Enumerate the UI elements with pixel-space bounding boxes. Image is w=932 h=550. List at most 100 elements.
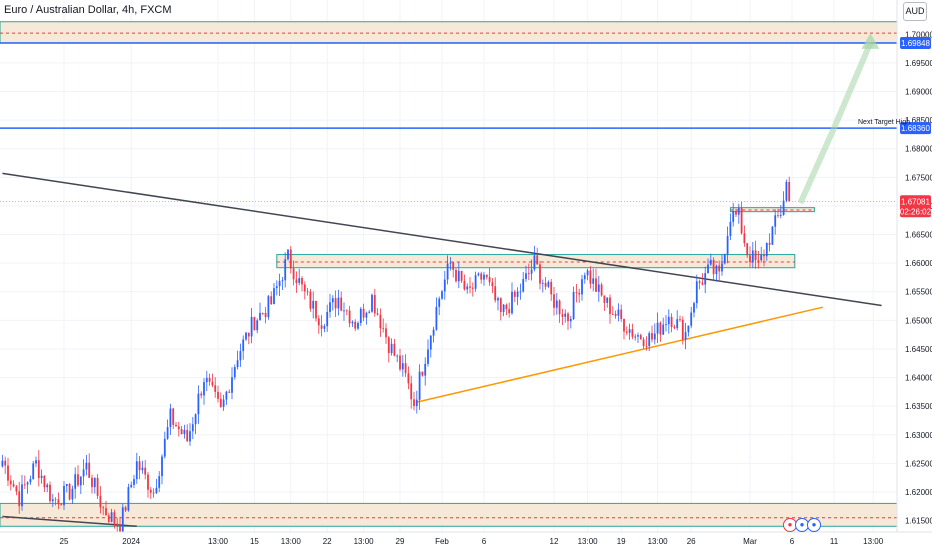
economic-event-icon[interactable]: ● xyxy=(807,518,821,532)
candle-body xyxy=(29,479,32,483)
candle-body xyxy=(424,363,427,376)
candle-body xyxy=(541,282,544,284)
event-icons[interactable]: ● ● ● xyxy=(783,518,821,532)
candle-body xyxy=(281,280,284,281)
candle-body xyxy=(37,460,40,479)
time-tick-label: 13:00 xyxy=(208,537,229,546)
candle-body xyxy=(788,181,791,202)
projection-path xyxy=(797,41,874,205)
candle-body xyxy=(261,312,264,314)
candle-body xyxy=(326,311,329,327)
candle-body xyxy=(586,270,589,276)
candle-body xyxy=(471,287,474,289)
candle-body xyxy=(704,273,707,285)
candle-body xyxy=(15,486,18,492)
candle-body xyxy=(401,363,404,370)
candle-body xyxy=(250,316,253,337)
candle-body xyxy=(135,461,138,480)
candle-body xyxy=(581,279,583,295)
candle-body xyxy=(278,280,281,287)
candle-body xyxy=(385,328,387,338)
candle-body xyxy=(653,333,656,340)
price-tick-label: 1.68500 xyxy=(905,116,932,125)
last-price-box xyxy=(900,195,931,218)
candle-body xyxy=(572,292,575,319)
candle-body xyxy=(452,262,455,270)
candle-body xyxy=(343,310,345,312)
candle-body xyxy=(85,462,88,470)
candle-body xyxy=(435,306,438,330)
descending-resistance-line xyxy=(2,172,882,307)
candle-body xyxy=(211,381,214,386)
candle-body xyxy=(12,484,15,487)
currency-button[interactable]: AUD xyxy=(903,2,927,21)
price-tick-label: 1.66500 xyxy=(905,231,932,240)
time-axis-background xyxy=(0,532,932,550)
supply-demand-zone xyxy=(0,502,898,527)
time-tick-label: 12 xyxy=(550,537,559,546)
candle-body xyxy=(413,399,415,407)
candle-body xyxy=(40,475,43,479)
candle-body xyxy=(390,343,393,354)
candle-body xyxy=(639,335,642,340)
candle-body xyxy=(455,269,457,282)
candle-body xyxy=(180,429,183,435)
candle-body xyxy=(463,280,466,290)
candle-body xyxy=(144,467,147,475)
candle-body xyxy=(656,322,659,334)
candle-body xyxy=(357,322,359,329)
candle-body xyxy=(270,296,273,305)
candle-body xyxy=(317,318,320,326)
candle-body xyxy=(555,300,558,308)
candle-body xyxy=(723,254,726,264)
candle-body xyxy=(163,438,166,457)
candle-body xyxy=(124,507,127,511)
candle-body xyxy=(606,297,609,303)
candle-body xyxy=(228,391,231,393)
last-price-text: 1.67081 xyxy=(901,197,930,206)
time-tick-label: 22 xyxy=(323,537,332,546)
candle-body xyxy=(662,324,665,335)
candle-body xyxy=(93,477,96,488)
candle-body xyxy=(312,300,315,309)
candle-body xyxy=(600,284,603,296)
target-annotation: Next Target High xyxy=(858,119,910,126)
candle-body xyxy=(149,489,152,493)
candle-body xyxy=(777,215,779,217)
price-tick-label: 1.65000 xyxy=(905,316,932,325)
candle-body xyxy=(628,329,631,333)
time-tick-label: 13:00 xyxy=(281,537,302,546)
time-tick-label: 19 xyxy=(617,537,626,546)
candle-body xyxy=(614,313,617,316)
candle-body xyxy=(96,477,99,496)
price-tick-label: 1.64500 xyxy=(905,345,932,354)
economic-event-icon[interactable]: ● xyxy=(783,518,797,532)
candles xyxy=(1,176,791,536)
candle-body xyxy=(597,284,600,292)
candle-body xyxy=(329,302,331,312)
candle-body xyxy=(161,456,163,477)
candle-body xyxy=(589,270,592,284)
candle-body xyxy=(466,286,469,290)
candle-body xyxy=(418,371,421,400)
candle-body xyxy=(158,476,161,488)
candle-body xyxy=(169,408,172,428)
candle-body xyxy=(35,460,37,464)
candle-body xyxy=(107,515,110,522)
economic-event-icon[interactable]: ● xyxy=(795,518,809,532)
candle-body xyxy=(141,467,144,471)
candle-body xyxy=(740,208,743,234)
candle-body xyxy=(729,221,732,237)
candle-body xyxy=(119,526,121,535)
candle-body xyxy=(558,300,561,315)
candle-body xyxy=(651,333,653,340)
candle-body xyxy=(695,281,698,304)
candle-body xyxy=(553,294,555,308)
candle-body xyxy=(236,360,239,368)
candle-body xyxy=(315,300,317,319)
candle-body xyxy=(732,210,735,222)
candle-body xyxy=(387,337,390,354)
